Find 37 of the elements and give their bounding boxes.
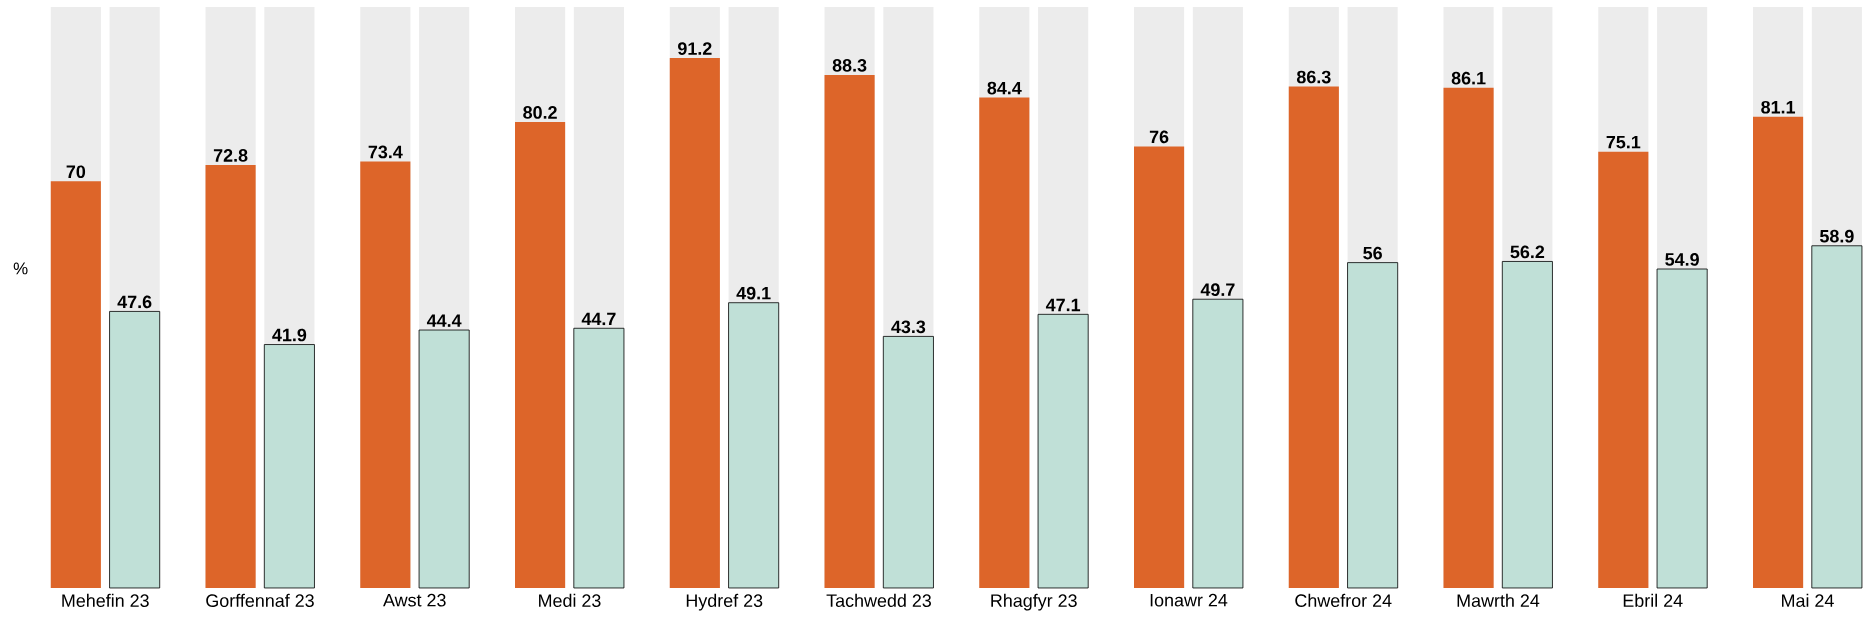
x-tick-label: Mai 24 — [1782, 593, 1834, 607]
x-tick-label: Ebril 24 — [1623, 593, 1683, 607]
x-tick-label: Tachwedd 23 — [826, 593, 931, 607]
x-tick-label: Medi 23 — [539, 593, 601, 607]
data-label: 47.6 — [117, 295, 152, 309]
data-label: 81.1 — [1761, 100, 1796, 114]
data-label: 58.9 — [1819, 229, 1854, 243]
data-label: 72.8 — [213, 149, 248, 162]
data-label: 86.1 — [1451, 71, 1486, 85]
x-tick-label: Chwefror 24 — [1295, 593, 1392, 607]
x-tick-label: Awst 23 — [383, 593, 446, 607]
data-label: 49.1 — [736, 286, 771, 300]
x-tick-label: Ionawr 24 — [1150, 593, 1228, 607]
data-label: 56.2 — [1510, 245, 1545, 259]
data-label: 73.4 — [368, 145, 403, 159]
data-label: 56 — [1363, 246, 1382, 260]
data-label: 54.9 — [1665, 253, 1699, 266]
data-label: 88.3 — [832, 59, 867, 72]
data-label: 41.9 — [272, 328, 307, 342]
data-label: 86.3 — [1296, 70, 1331, 84]
data-label: 49.7 — [1200, 283, 1235, 297]
data-label: 70 — [66, 165, 86, 179]
data-label: 44.7 — [581, 312, 616, 326]
data-label: 44.4 — [426, 314, 462, 327]
y-axis-title: % — [13, 262, 28, 275]
data-label: 76 — [1149, 130, 1169, 144]
x-tick-label: Mawrth 24 — [1457, 593, 1540, 607]
data-label: 47.1 — [1045, 298, 1081, 312]
data-label: 75.1 — [1606, 135, 1641, 149]
x-tick-label: Rhagfyr 23 — [991, 593, 1077, 611]
data-label: 80.2 — [523, 106, 557, 119]
x-tick-label: Mehefin 23 — [62, 593, 149, 607]
data-label: 43.3 — [891, 320, 926, 334]
x-tick-label: Gorffennaf 23 — [206, 593, 314, 607]
data-label: 91.2 — [678, 42, 712, 55]
data-label: 84.4 — [987, 81, 1022, 95]
x-tick-label: Hydref 23 — [686, 593, 763, 611]
